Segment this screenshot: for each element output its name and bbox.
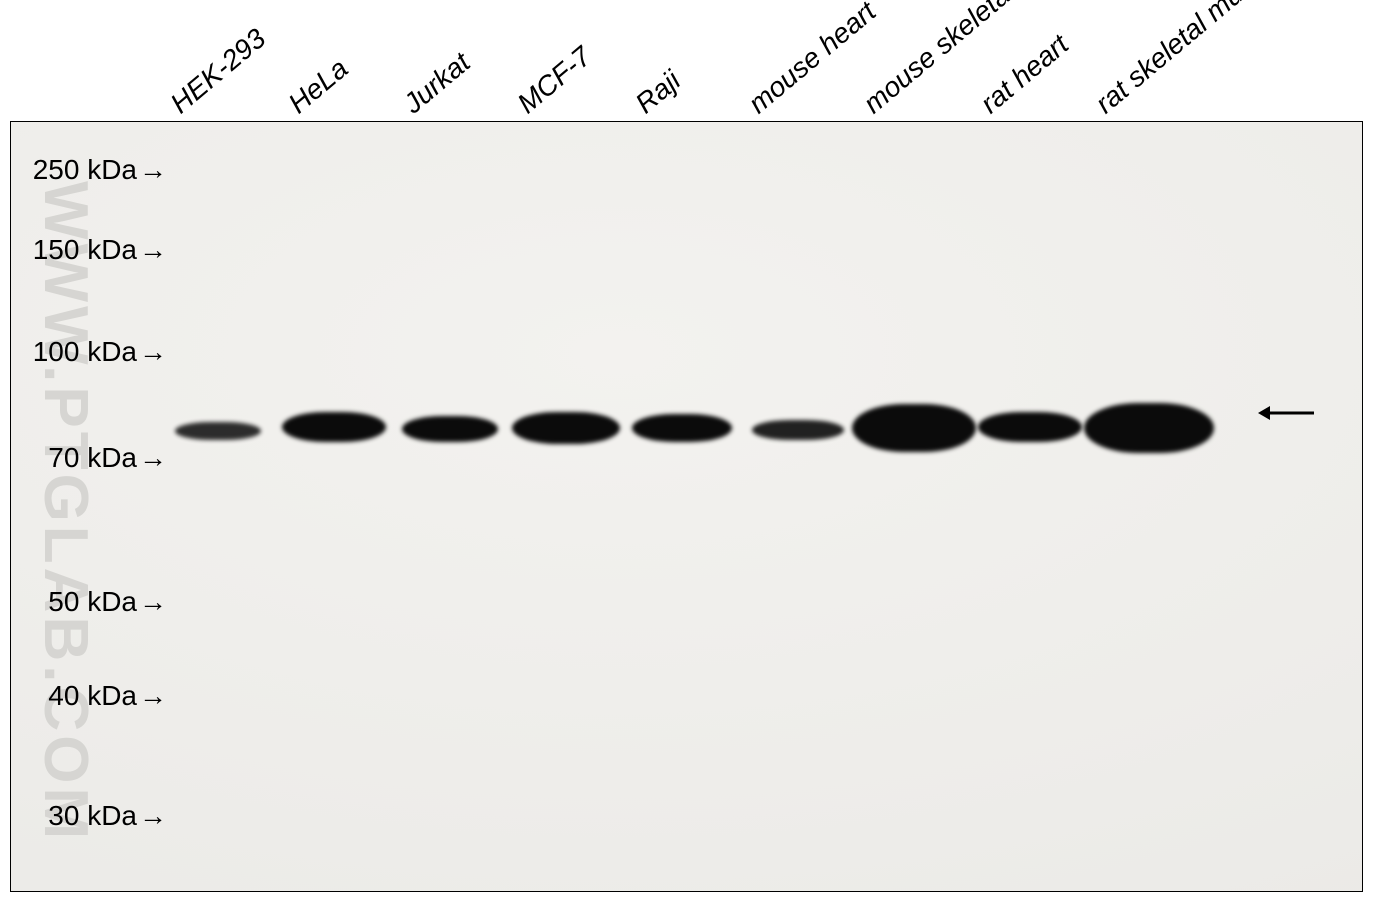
blot-frame: WWW.PTGLAB.COM — [10, 121, 1363, 892]
mw-label: 50 kDa — [48, 586, 137, 618]
mw-label: 30 kDa — [48, 800, 137, 832]
lane-label: rat skeletal muscle — [1089, 0, 1287, 120]
lane-label: Jurkat — [397, 46, 476, 120]
protein-band — [175, 422, 261, 440]
protein-band — [512, 412, 620, 444]
mw-arrow-icon: → — [139, 154, 167, 186]
bands-layer — [11, 122, 1362, 891]
target-band-arrow-icon — [1258, 406, 1314, 420]
western-blot-figure: WWW.PTGLAB.COM 250 kDa→150 kDa→100 kDa→7… — [0, 0, 1380, 903]
protein-band — [632, 414, 732, 442]
lane-label: HeLa — [282, 52, 354, 120]
mw-arrow-icon: → — [139, 336, 167, 368]
mw-arrow-icon: → — [139, 234, 167, 266]
protein-band — [282, 412, 386, 442]
mw-arrow-icon: → — [139, 586, 167, 618]
protein-band — [752, 420, 844, 440]
mw-label: 40 kDa — [48, 680, 137, 712]
mw-arrow-icon: → — [139, 800, 167, 832]
lane-label: HEK-293 — [164, 22, 272, 120]
protein-band — [402, 416, 498, 442]
lane-label: MCF-7 — [511, 40, 597, 120]
mw-arrow-icon: → — [139, 680, 167, 712]
mw-label: 100 kDa — [33, 336, 137, 368]
lane-label: Raji — [629, 64, 687, 120]
protein-band — [852, 404, 976, 452]
protein-band — [1084, 403, 1214, 453]
lane-label: rat heart — [974, 28, 1074, 120]
mw-arrow-icon: → — [139, 442, 167, 474]
mw-label: 70 kDa — [48, 442, 137, 474]
mw-label: 150 kDa — [33, 234, 137, 266]
mw-label: 250 kDa — [33, 154, 137, 186]
protein-band — [978, 412, 1082, 442]
lane-label: mouse heart — [742, 0, 882, 120]
